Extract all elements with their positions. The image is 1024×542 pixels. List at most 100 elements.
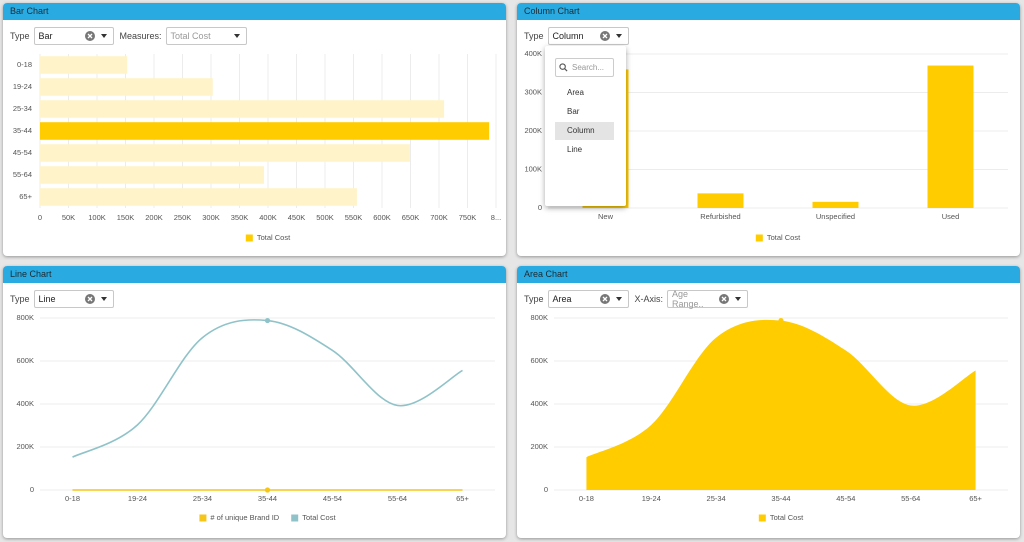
x-tick-label: 50K [62,213,75,222]
select-value: Bar [38,31,53,41]
x-tick-label: 0-18 [65,494,80,503]
y-tick-label: 55-64 [13,170,32,179]
dropdown-option[interactable]: Bar [567,107,580,116]
search-icon [559,63,568,72]
x-tick-label: 700K [430,213,448,222]
dropdown-option[interactable]: Line [567,145,583,154]
x-tick-label: 600K [373,213,391,222]
x-tick-label: 19-24 [128,494,147,503]
y-tick-label: 600K [16,356,34,365]
y-tick-label: 200K [16,442,34,451]
controls: Type Column [524,26,635,46]
bar [927,65,974,208]
x-tick-label: 35-44 [258,494,277,503]
x-tick-label: 65+ [969,494,982,503]
x-tick-label: 8... [491,213,501,222]
select-value: Line [38,294,56,304]
measures-select[interactable]: Total Cost [165,27,247,45]
area [586,319,976,490]
caret [100,297,107,301]
clear-icon[interactable] [84,31,95,41]
dropdown-menu: Search... Area Bar Column Line [545,46,626,206]
bar [812,201,859,208]
y-tick-label: 35-44 [13,126,32,135]
point [778,317,784,324]
y-tick-label: 800K [530,313,548,322]
x-tick-label: 45-54 [836,494,855,503]
bar [40,166,265,184]
control-label: Type [10,294,30,304]
type-select[interactable]: Bar [33,27,114,45]
x-tick-label: 55-64 [901,494,920,503]
y-tick-label: 25-34 [13,104,32,113]
clear-icon[interactable] [719,294,730,304]
dropdown-option[interactable]: Column [555,122,614,140]
y-tick-label: 400K [524,49,542,58]
legend-swatch [755,234,763,242]
x-tick-label: 750K [459,213,477,222]
y-tick-label: 200K [524,126,542,135]
legend-label: Total Cost [257,233,291,242]
clear-icon[interactable] [599,294,610,304]
clear-icon[interactable] [84,294,95,304]
legend-swatch [291,514,299,522]
y-tick-label: 19-24 [13,82,32,91]
type-select[interactable]: Line [33,290,114,308]
legend-swatch [199,514,207,522]
x-tick-label: 0 [38,213,42,222]
x-tick-label: 200K [145,213,163,222]
y-tick-label: 400K [530,399,548,408]
x-tick-label: 150K [117,213,135,222]
bar [40,100,445,118]
y-tick-label: 400K [16,399,34,408]
x-tick-label: 25-34 [707,494,726,503]
control-label: Type [10,31,30,41]
x-tick-label: New [598,212,614,221]
x-tick-label: 650K [402,213,420,222]
type-select[interactable]: Column [547,27,629,45]
controls: Type Line [10,289,120,309]
x-tick-label: Refurbished [700,212,740,221]
controls: Type Area X-Axis: Age Range.. [524,289,754,309]
panel-title: Column Chart [517,3,1020,20]
dropdown-option[interactable]: Area [567,88,584,97]
x-tick-label: 25-34 [193,494,212,503]
y-tick-label: 0 [30,485,34,494]
search-box[interactable]: Search... [555,58,614,77]
legend-swatch [758,514,766,522]
caret [100,34,107,38]
caret [233,34,240,38]
x-tick-label: 300K [202,213,220,222]
legend-label: Total Cost [302,513,336,522]
bar [40,188,357,206]
panel-title: Area Chart [517,266,1020,283]
point [264,487,271,493]
point [264,317,271,324]
line [72,319,463,458]
search-placeholder: Search... [572,63,605,72]
y-tick-label: 0 [544,485,548,494]
y-tick-label: 65+ [19,192,32,201]
x-tick-label: 550K [345,213,363,222]
caret [615,297,622,301]
panel-title: Line Chart [3,266,506,283]
select-placeholder: Total Cost [170,31,211,41]
type-select[interactable]: Area [547,290,629,308]
x-tick-label: 65+ [456,494,469,503]
select-placeholder: Age Range.. [672,289,704,309]
xaxis-select[interactable]: Age Range.. [667,289,749,309]
panel: Line Chart Type Line [3,266,506,538]
caret [615,34,622,38]
control-label: Measures: [119,31,162,41]
bar [697,193,744,208]
y-tick-label: 0-18 [17,60,32,69]
x-tick-label: 35-44 [771,494,790,503]
x-tick-label: 450K [288,213,306,222]
y-tick-label: 0 [538,203,542,212]
y-tick-label: 600K [530,356,548,365]
clear-icon[interactable] [599,31,610,41]
x-tick-label: 500K [316,213,334,222]
legend-label: Total Cost [770,513,804,522]
